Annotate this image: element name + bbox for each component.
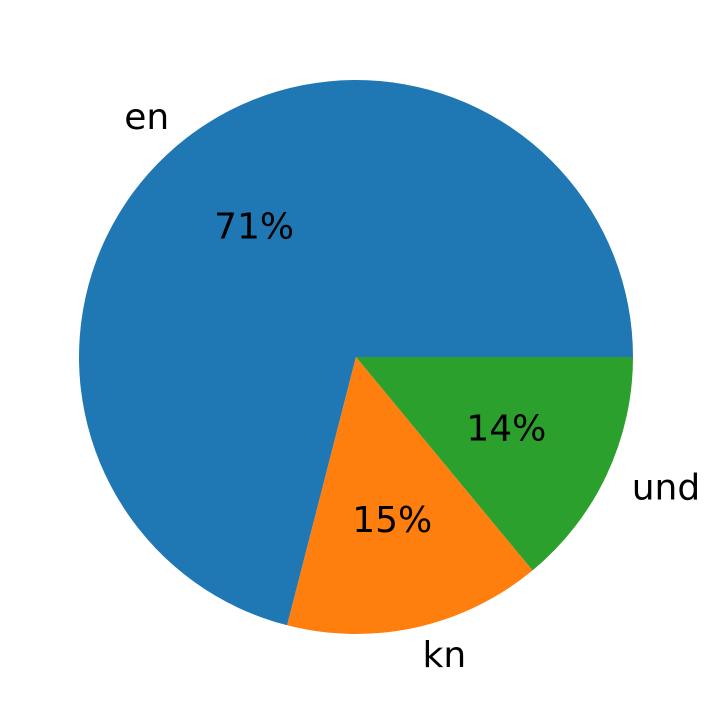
pie-slice-kn xyxy=(287,357,533,635)
pct-label-en: 71% xyxy=(214,206,294,247)
slice-label-en: en xyxy=(124,97,169,138)
slice-label-kn: kn xyxy=(422,635,466,676)
pct-label-und: 14% xyxy=(466,408,546,449)
pie-slice-und xyxy=(356,357,633,571)
pie-slice-en xyxy=(78,80,634,626)
pct-label-kn: 15% xyxy=(352,500,432,541)
slice-label-und: und xyxy=(632,467,700,508)
